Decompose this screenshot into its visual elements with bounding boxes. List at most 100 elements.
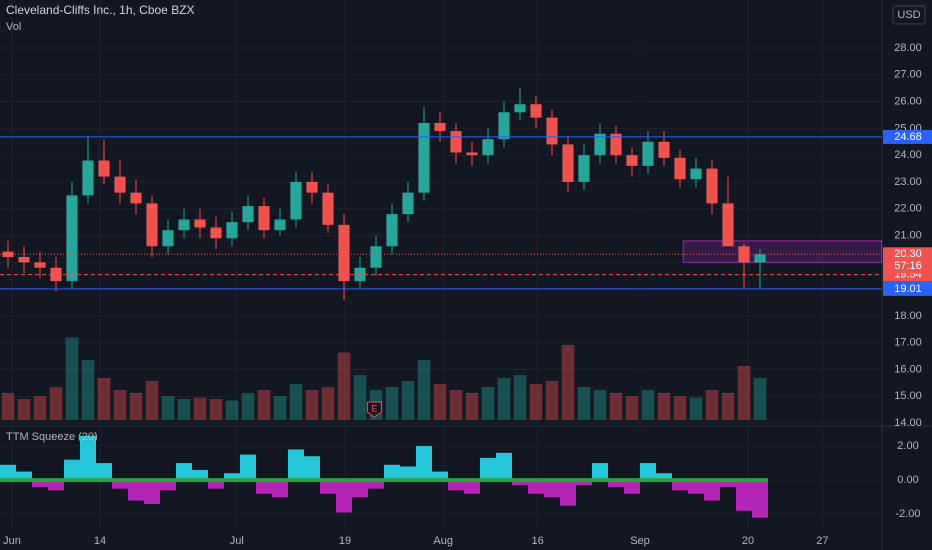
candle-body <box>322 192 334 225</box>
currency[interactable]: USD <box>897 9 920 21</box>
candle-body <box>162 230 174 247</box>
x-tick-label: 14 <box>94 535 106 547</box>
candle-body <box>338 224 350 282</box>
squeeze-bar <box>624 480 640 494</box>
squeeze-bar <box>224 473 240 481</box>
volume-bar <box>113 390 127 420</box>
squeeze-bar <box>512 480 528 486</box>
volume-bar <box>305 390 319 420</box>
squeeze-bar <box>464 480 480 494</box>
y-tick-label: 24.00 <box>894 149 922 161</box>
volume-bar <box>449 390 463 420</box>
squeeze-bar <box>96 463 112 481</box>
x-tick-label: Jul <box>230 535 244 547</box>
candle-body <box>290 181 302 220</box>
squeeze-bar <box>336 480 352 513</box>
volume-bar <box>97 378 111 420</box>
candle-body <box>450 131 462 153</box>
candle-body <box>242 206 254 223</box>
volume-bar <box>625 396 639 420</box>
squeeze-bar <box>400 466 416 481</box>
squeeze-bar <box>80 435 96 481</box>
squeeze-bar <box>560 480 576 506</box>
squeeze-bar <box>704 480 720 501</box>
last-price-label: 20.30 <box>894 248 922 260</box>
level-label-box <box>883 129 932 144</box>
volume-bar <box>609 393 623 420</box>
volume-bar <box>481 387 495 420</box>
candle-body <box>546 117 558 145</box>
volume-bar <box>417 360 431 420</box>
x-tick-label: 20 <box>742 535 754 547</box>
last-price-box <box>883 247 932 274</box>
x-tick-label: 16 <box>531 535 543 547</box>
event-label: E <box>371 403 377 413</box>
volume-bar <box>129 393 143 420</box>
squeeze-bar <box>640 463 656 481</box>
candle-body <box>706 168 718 204</box>
volume-bar <box>641 390 655 420</box>
candle-body <box>306 181 318 193</box>
candle-body <box>562 144 574 182</box>
squeeze-bar <box>672 480 688 491</box>
candle-body <box>66 195 78 282</box>
candle-body <box>18 256 30 263</box>
squeeze-bar <box>576 480 592 486</box>
candle-body <box>610 133 622 156</box>
y-tick-label: 14.00 <box>894 417 922 429</box>
volume-bar <box>353 375 367 420</box>
currency-box[interactable] <box>892 5 926 25</box>
candle-body <box>722 203 734 247</box>
squeeze-bar <box>496 452 512 481</box>
candle-body <box>482 139 494 156</box>
candle-body <box>194 219 206 228</box>
squeeze-bar <box>688 480 704 494</box>
squeeze-bar <box>432 471 448 481</box>
squeeze-title: TTM Squeeze (20) <box>6 431 98 443</box>
candle-body <box>210 227 222 239</box>
candle-body <box>130 192 142 204</box>
volume-bar <box>145 381 159 420</box>
candle-body <box>498 112 510 140</box>
volume-bar <box>577 387 591 420</box>
squeeze-bar <box>0 464 16 481</box>
volume-bar <box>513 375 527 420</box>
candle-body <box>34 262 46 268</box>
squeeze-bar <box>256 480 272 494</box>
candle-body <box>402 192 414 215</box>
volume-bar <box>289 384 303 420</box>
squeeze-bar <box>480 457 496 481</box>
x-tick-label: 19 <box>339 535 351 547</box>
price-axis: 14.0015.0016.0017.0018.0019.0020.0021.00… <box>883 42 932 520</box>
squeeze-bar <box>528 480 544 494</box>
y-tick-label: 28.00 <box>894 42 922 54</box>
volume-bar <box>561 345 575 420</box>
squeeze-bar <box>208 480 224 489</box>
candle-body <box>466 152 478 156</box>
candle-body <box>626 155 638 166</box>
y-tick-label: -2.00 <box>895 508 920 520</box>
volume-bar <box>737 366 751 420</box>
squeeze-bar <box>192 469 208 481</box>
y-tick-label: 26.00 <box>894 95 922 107</box>
squeeze-bar <box>448 480 464 491</box>
squeeze-bar <box>656 473 672 481</box>
squeeze-bar <box>16 471 32 481</box>
squeeze-bar <box>720 480 736 487</box>
squeeze-bar <box>144 480 160 504</box>
volume-bar <box>433 384 447 420</box>
candle-body <box>674 157 686 180</box>
countdown: 57:16 <box>894 260 922 272</box>
candle-body <box>594 133 606 156</box>
squeeze-bar <box>320 480 336 494</box>
candle-body <box>642 141 654 166</box>
y-tick-label: 21.00 <box>894 229 922 241</box>
candle-body <box>146 203 158 247</box>
volume-bar <box>273 396 287 420</box>
candle-body <box>98 160 110 177</box>
volume-bar <box>545 381 559 420</box>
volume-bar <box>721 393 735 420</box>
x-tick-label: Jun <box>3 535 21 547</box>
